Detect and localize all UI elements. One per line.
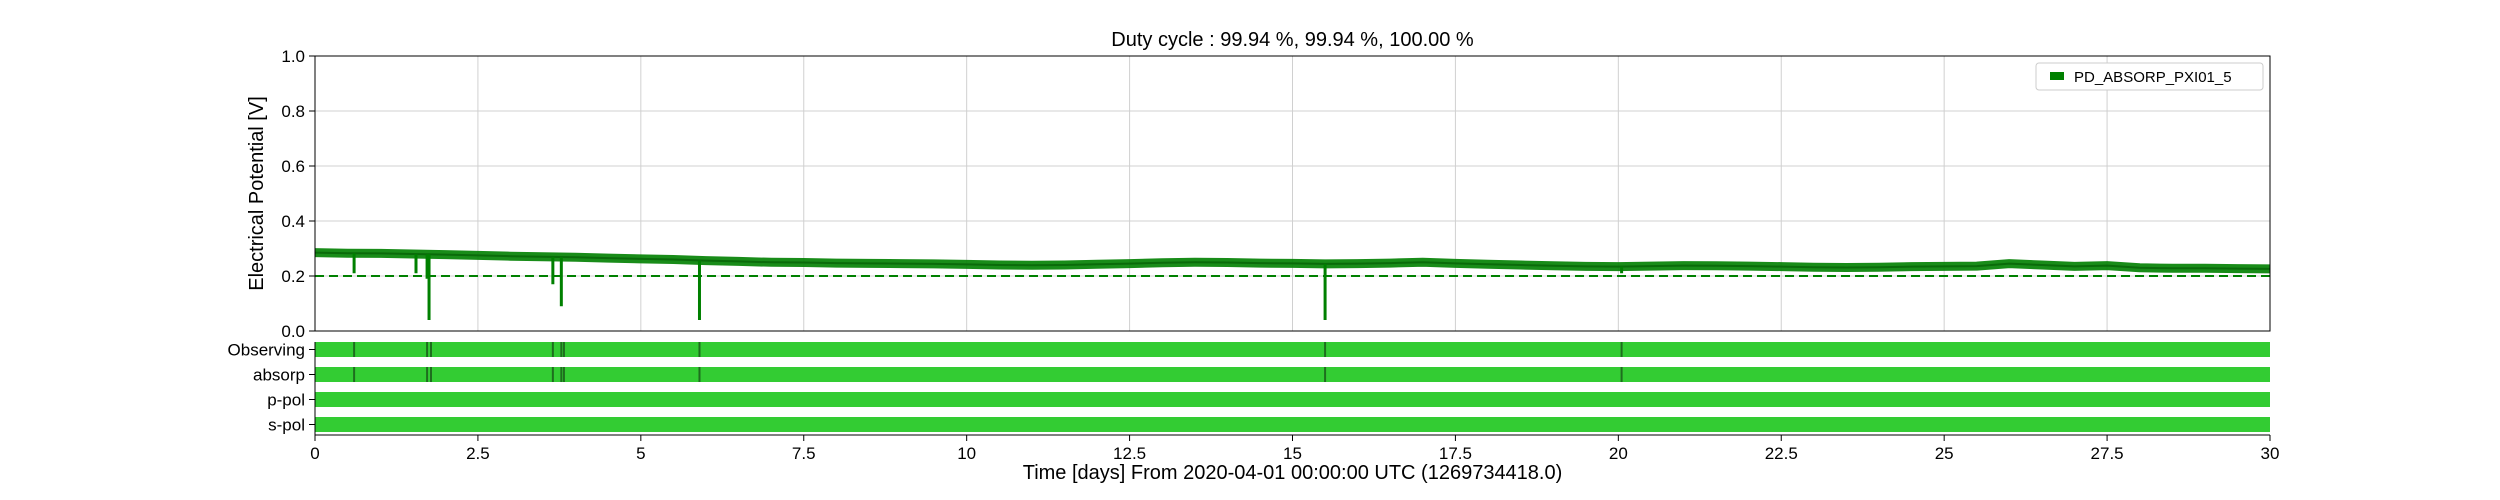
x-tick-label: 27.5 [2091,444,2124,463]
x-tick-label: 10 [957,444,976,463]
x-tick-label: 20 [1609,444,1628,463]
x-tick-label: 5 [636,444,645,463]
legend: PD_ABSORP_PXI01_5 [2035,62,2264,91]
y-tick-label: 0.2 [281,267,305,286]
y-tick-label: 0.8 [281,102,305,121]
plot-frame [314,55,2271,332]
x-tick-label: 0 [310,444,319,463]
x-axis: 0 2.5 5 7.5 10 12.5 15 17.5 20 22.5 25 27.5 30 [310,434,2280,463]
segment-bar [315,342,2270,357]
grid [314,55,2271,332]
y-axis-label: Electrical Potential [V] [246,96,268,291]
legend-box [2035,62,2264,91]
y-tick-label: 0.6 [281,157,305,176]
segment-bar [315,367,2270,382]
x-tick-label: 15 [1283,444,1302,463]
segment-row-label: s-pol [268,416,305,435]
segment-rows: Observing absorp p-pol s-pol [228,341,2270,435]
y-tick-label: 0.4 [281,212,305,231]
x-tick-label: 17.5 [1439,444,1472,463]
legend-label: PD_ABSORP_PXI01_5 [2074,69,2232,86]
y-tick-label: 1.0 [281,47,305,66]
segment-bar [315,417,2270,432]
y-axis: 0.0 0.2 0.4 0.6 0.8 1.0 [281,47,315,341]
x-tick-label: 2.5 [466,444,490,463]
x-tick-label: 25 [1935,444,1954,463]
segment-bar [315,392,2270,407]
x-tick-label: 22.5 [1765,444,1798,463]
segment-row-label: p-pol [267,391,305,410]
series-line-core [314,251,2271,270]
series-layer [314,248,2271,320]
segment-row-label: absorp [253,366,305,385]
chart-title: Duty cycle : 99.94 %, 99.94 %, 100.00 % [1111,29,1474,51]
x-tick-label: 7.5 [792,444,816,463]
x-tick-label: 30 [2261,444,2280,463]
x-axis-label: Time [days] From 2020-04-01 00:00:00 UTC… [1023,462,1563,484]
x-tick-label: 12.5 [1113,444,1146,463]
segment-row-label: Observing [228,341,305,360]
y-tick-label: 0.0 [281,322,305,341]
legend-swatch [2050,72,2064,80]
